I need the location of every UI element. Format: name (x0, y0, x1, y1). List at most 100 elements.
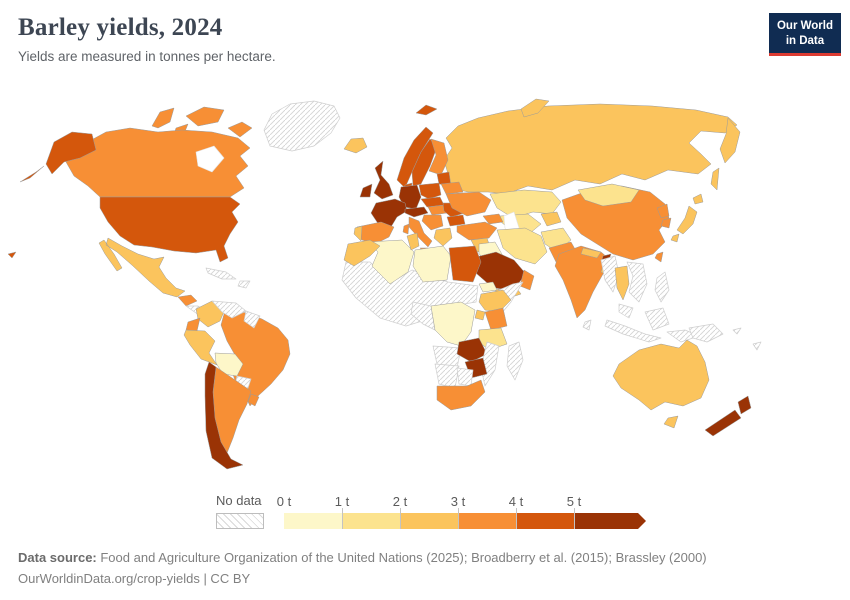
region-indochina[interactable] (626, 261, 648, 303)
country-iran[interactable] (496, 227, 548, 265)
country-oman[interactable] (519, 269, 535, 291)
legend-tick (516, 508, 517, 529)
legend-tick-label-0: 0 t (276, 494, 292, 509)
country-chile[interactable] (204, 361, 244, 470)
country-tunisia[interactable] (406, 232, 420, 251)
region-guyanas[interactable] (243, 310, 261, 329)
country-alaska[interactable] (19, 131, 97, 183)
legend-segment-2-3t[interactable] (400, 513, 458, 529)
country-belarus[interactable] (440, 181, 464, 195)
country-ukraine[interactable] (445, 191, 492, 217)
country-uganda[interactable] (474, 309, 486, 321)
region-caucasus[interactable] (482, 213, 504, 225)
country-mongolia[interactable] (577, 183, 640, 207)
legend-gradient-bar (284, 513, 646, 529)
legend-tick-label-1: 1 t (334, 494, 350, 509)
country-indonesia[interactable] (604, 307, 700, 343)
page-title: Barley yields, 2024 (18, 14, 223, 41)
country-usa[interactable] (99, 196, 241, 263)
country-peru[interactable] (183, 329, 218, 366)
country-greece[interactable] (433, 227, 453, 247)
country-portugal[interactable] (353, 225, 363, 242)
region-svalbard[interactable] (415, 104, 438, 116)
country-china[interactable] (561, 185, 670, 261)
country-canada-arctic-islands[interactable] (151, 106, 253, 138)
country-thailand[interactable] (614, 265, 630, 301)
legend-tick-label-4: 4 t (508, 494, 524, 509)
country-venezuela[interactable] (211, 300, 247, 319)
region-novaya-zemlya[interactable] (520, 98, 550, 118)
country-madagascar[interactable] (506, 341, 524, 381)
country-poland[interactable] (418, 182, 442, 200)
country-turkey[interactable] (456, 221, 498, 241)
country-morocco[interactable] (343, 239, 381, 267)
legend-segment-0-1t[interactable] (284, 513, 342, 529)
country-bulgaria[interactable] (446, 214, 466, 227)
owid-logo-line1: Our World (776, 20, 833, 32)
region-tasmania[interactable] (663, 415, 679, 429)
region-balkans[interactable] (421, 214, 444, 231)
country-algeria[interactable] (367, 239, 415, 285)
country-north-korea[interactable] (656, 203, 670, 219)
country-taiwan[interactable] (654, 251, 664, 263)
country-namibia[interactable] (434, 363, 460, 389)
country-france[interactable] (370, 198, 408, 228)
country-japan[interactable] (670, 193, 704, 243)
region-sardinia[interactable] (402, 223, 410, 235)
country-greenland[interactable] (263, 100, 341, 152)
country-guatemala[interactable] (177, 294, 198, 307)
region-sakhalin[interactable] (710, 167, 720, 191)
country-hawaii[interactable] (7, 251, 17, 259)
country-philippines[interactable] (654, 271, 670, 303)
region-hispaniola[interactable] (237, 280, 251, 289)
legend-tick-label-2: 2 t (392, 494, 408, 509)
owid-logo[interactable]: Our World in Data (768, 13, 841, 56)
legend-tick-label-3: 3 t (450, 494, 466, 509)
country-india[interactable] (554, 245, 614, 319)
country-cuba[interactable] (205, 267, 237, 280)
country-south-africa[interactable] (436, 379, 486, 411)
legend-no-data[interactable]: No data (216, 493, 264, 529)
country-iceland[interactable] (343, 137, 368, 154)
owid-crop-yields-link[interactable]: OurWorldinData.org/crop-yields | CC BY (18, 571, 251, 586)
country-libya[interactable] (412, 245, 452, 283)
legend-segment-1-2t[interactable] (342, 513, 400, 529)
legend-tick-label-5: 5 t (566, 494, 582, 509)
data-source-text: Food and Agriculture Organization of the… (96, 550, 707, 565)
country-botswana[interactable] (456, 367, 474, 387)
country-canada[interactable] (65, 127, 251, 198)
country-norway[interactable] (396, 126, 434, 189)
country-australia[interactable] (612, 339, 710, 411)
country-kenya[interactable] (484, 307, 508, 331)
region-alpine-states[interactable] (404, 206, 429, 218)
legend-tick (458, 508, 459, 529)
country-ireland[interactable] (359, 183, 373, 198)
legend-segment-3-4t[interactable] (458, 513, 516, 529)
region-kamchatka[interactable] (719, 117, 741, 164)
country-malaysia[interactable] (618, 303, 634, 319)
country-drc[interactable] (430, 301, 476, 347)
country-mexico[interactable] (98, 237, 186, 298)
country-myanmar[interactable] (600, 255, 620, 293)
country-new-zealand[interactable] (704, 395, 752, 437)
country-russia[interactable] (443, 103, 738, 195)
country-nepal[interactable] (580, 247, 602, 259)
legend-tick (574, 508, 575, 529)
legend-no-data-swatch[interactable] (216, 513, 264, 529)
legend-segment-5plus-t[interactable] (574, 513, 632, 529)
region-kyrgyzstan-tajikistan[interactable] (540, 211, 562, 227)
region-pacific-islands[interactable] (732, 327, 762, 351)
country-uruguay[interactable] (247, 393, 260, 407)
region-new-guinea[interactable] (688, 323, 724, 343)
country-zambia[interactable] (456, 337, 488, 363)
region-central-africa[interactable] (410, 301, 436, 331)
country-sri-lanka[interactable] (582, 319, 592, 331)
country-south-korea[interactable] (660, 217, 672, 229)
country-uk[interactable] (373, 160, 394, 200)
legend-arrowhead (632, 513, 646, 529)
country-eritrea[interactable] (478, 281, 498, 293)
legend-segment-4-5t[interactable] (516, 513, 574, 529)
country-egypt[interactable] (448, 245, 482, 283)
country-ecuador[interactable] (185, 317, 201, 332)
